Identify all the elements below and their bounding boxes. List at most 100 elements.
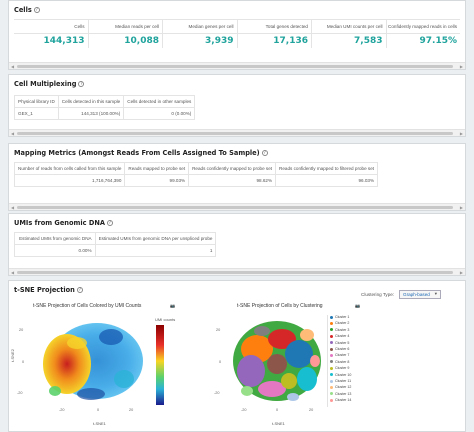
legend-color-swatch — [330, 334, 333, 338]
multiplexing-card: Cell Multiplexing? Physical library ID Ce… — [8, 74, 466, 137]
legend-color-swatch — [330, 360, 333, 364]
table-cell: 1,716,764,390 — [13, 174, 126, 187]
umi-plot-ylabel: t-SNE2 — [9, 349, 15, 362]
cluster-legend: Cluster 1 Cluster 2 Cluster 3 Cluster 4 Clus… — [327, 315, 363, 407]
umi-scatter-plot — [43, 323, 143, 400]
median-genes-header: Median genes per cell — [163, 20, 237, 34]
legend-label: Cluster 4 — [335, 334, 350, 339]
horizontal-scrollbar[interactable]: ◀ ▶ — [9, 62, 465, 69]
legend-item-cluster[interactable]: Cluster 1 — [330, 315, 349, 319]
help-icon[interactable]: ? — [76, 287, 83, 293]
y-tick: -20 — [17, 391, 23, 395]
help-icon[interactable]: ? — [78, 81, 85, 87]
table-cell: 144,313 (100.00%) — [57, 107, 125, 120]
table-header: Cells detected in this sample — [57, 95, 125, 108]
legend-item-cluster[interactable]: Cluster 7 — [330, 353, 349, 357]
legend-item-cluster[interactable]: Cluster 4 — [330, 334, 349, 338]
x-tick: 0 — [97, 408, 100, 412]
legend-label: Cluster 2 — [335, 321, 350, 326]
legend-label: Cluster 1 — [335, 315, 350, 319]
legend-label: Cluster 6 — [335, 347, 350, 351]
table-cell: GEX_1 — [14, 107, 59, 120]
help-icon[interactable]: ? — [261, 150, 268, 156]
legend-item-cluster[interactable]: Cluster 12 — [330, 385, 351, 389]
mapping-card: Mapping Metrics (Amongst Reads From Cell… — [8, 143, 466, 211]
total-genes-header: Total genes detected — [237, 20, 311, 34]
legend-label: Cluster 14 — [335, 398, 352, 403]
legend-label: Cluster 10 — [335, 372, 352, 377]
legend-item-cluster[interactable]: Cluster 5 — [330, 341, 349, 345]
table-header: Estimated UMIs from genomic DNA per unsp… — [94, 232, 217, 245]
legend-item-cluster[interactable]: Cluster 8 — [330, 360, 349, 364]
x-tick: -20 — [241, 408, 247, 412]
legend-item-cluster[interactable]: Cluster 11 — [330, 379, 351, 383]
table-header: Physical library ID — [14, 95, 59, 108]
legend-item-cluster[interactable]: Cluster 9 — [330, 366, 349, 370]
legend-color-swatch — [330, 373, 333, 377]
y-tick: -20 — [214, 391, 220, 395]
x-tick: 20 — [129, 408, 134, 412]
legend-label: Cluster 8 — [335, 359, 350, 364]
legend-label: Cluster 3 — [335, 327, 350, 332]
table-cell: 1 — [94, 244, 217, 257]
table-cell: 0 (0.00%) — [123, 107, 196, 120]
umi-plot-xlabel: t-SNE1 — [93, 421, 106, 426]
legend-color-swatch — [330, 366, 333, 370]
chevron-down-icon: ▼ — [433, 291, 438, 296]
camera-icon[interactable]: 📷 — [170, 303, 175, 308]
legend-label: Cluster 12 — [335, 385, 352, 390]
confident-reads-header: Confidently mapped reads in cells — [386, 20, 460, 34]
help-icon[interactable]: ? — [106, 220, 113, 226]
colorbar-title: UMI counts — [155, 317, 176, 322]
help-icon[interactable]: ? — [33, 7, 40, 13]
cells-card: Cells? Cells 144,313 Median reads per cel… — [8, 0, 466, 70]
confident-reads-value: 97.15% — [419, 36, 458, 46]
legend-item-cluster[interactable]: Cluster 3 — [330, 328, 349, 332]
median-umi-value: 7,583 — [354, 36, 383, 46]
horizontal-scrollbar[interactable]: ◀ ▶ — [9, 203, 465, 210]
legend-label: Cluster 9 — [335, 366, 350, 371]
horizontal-scrollbar[interactable]: ◀ ▶ — [9, 129, 465, 136]
total-genes-value: 17,136 — [273, 36, 308, 46]
y-tick: 20 — [19, 328, 24, 332]
table-cell: 96.03% — [275, 174, 379, 187]
legend-label: Cluster 5 — [335, 340, 350, 345]
cells-metrics: Cells 144,313 Median reads per cell 10,088… — [14, 19, 460, 48]
legend-label: Cluster 13 — [335, 391, 352, 396]
table-header: Reads confidently mapped to filtered pro… — [275, 162, 379, 175]
median-umi-header: Median UMI counts per cell — [312, 20, 386, 34]
legend-item-cluster[interactable]: Cluster 14 — [330, 398, 351, 402]
table-header: Number of reads from cells called from t… — [13, 162, 126, 175]
table-cell: 99.03% — [124, 174, 190, 187]
x-tick: -20 — [59, 408, 65, 412]
mapping-title: Mapping Metrics (Amongst Reads From Cell… — [14, 149, 268, 157]
legend-label: Cluster 11 — [335, 379, 352, 383]
umis-card: UMIs from Genomic DNA? Estimated UMIs fr… — [8, 213, 466, 276]
legend-item-cluster[interactable]: Cluster 6 — [330, 347, 349, 351]
clustering-type-label: Clustering Type: — [361, 292, 395, 297]
umis-table: Estimated UMIs from genomic DNA Estimated… — [14, 232, 217, 257]
legend-item-cluster[interactable]: Cluster 13 — [330, 392, 351, 396]
legend-color-swatch — [330, 379, 333, 383]
horizontal-scrollbar[interactable]: ◀ ▶ — [9, 268, 465, 275]
median-reads-header: Median reads per cell — [88, 20, 162, 34]
table-header: Reads confidently mapped to probe set — [188, 162, 277, 175]
multiplexing-table: Physical library ID Cells detected in thi… — [14, 95, 196, 120]
legend-item-cluster[interactable]: Cluster 2 — [330, 321, 349, 325]
cluster-scatter-plot — [233, 321, 321, 401]
legend-item-cluster[interactable]: Cluster 10 — [330, 373, 351, 377]
multiplexing-title: Cell Multiplexing? — [14, 80, 85, 88]
camera-icon[interactable]: 📷 — [355, 303, 360, 308]
legend-color-swatch — [330, 392, 333, 396]
cells-header: Cells — [14, 20, 88, 34]
median-reads-value: 10,088 — [124, 36, 159, 46]
umis-title: UMIs from Genomic DNA? — [14, 219, 113, 227]
table-header: Reads mapped to probe set — [124, 162, 190, 175]
umi-plot-title: t-SNE Projection of Cells Colored by UMI… — [33, 303, 142, 309]
clustering-type-select[interactable]: Graph-based ▼ — [399, 290, 441, 299]
y-tick: 0 — [22, 360, 25, 364]
umi-colorbar — [156, 325, 164, 405]
x-tick: 20 — [309, 408, 314, 412]
table-cell: 0.00% — [14, 244, 96, 257]
legend-color-swatch — [330, 315, 333, 319]
